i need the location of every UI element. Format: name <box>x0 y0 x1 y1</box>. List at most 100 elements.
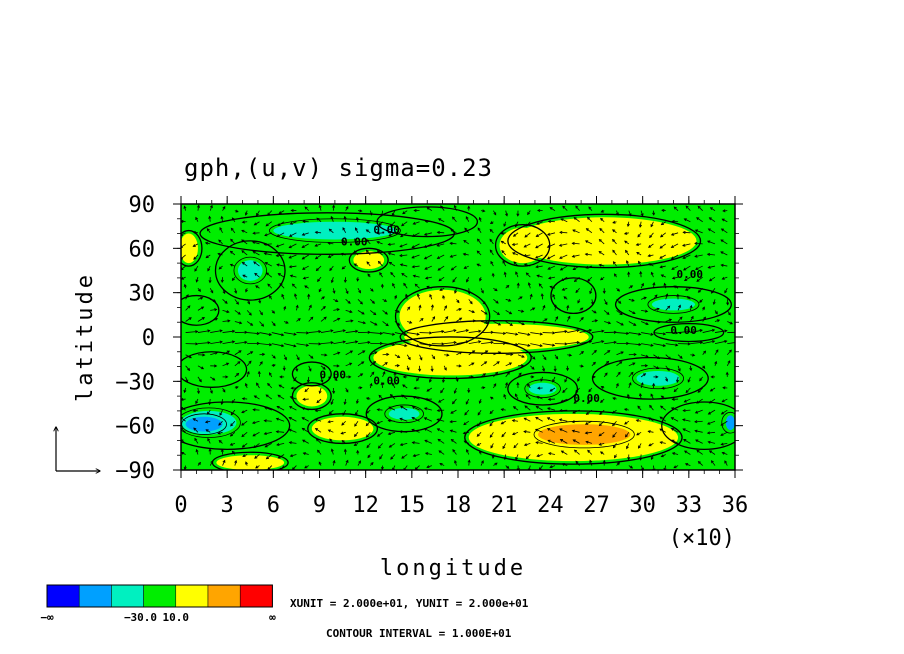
x-tick-label-3: 9 <box>313 493 326 518</box>
wind-vector-777 <box>331 277 334 283</box>
region-level-neg20-3 <box>388 407 420 420</box>
wind-vector-head-459 <box>296 357 300 361</box>
wind-vector-483 <box>591 350 597 356</box>
wind-vector-963 <box>400 232 408 238</box>
wind-vector-head-823 <box>341 266 345 270</box>
wind-vector-793 <box>526 272 531 278</box>
wind-vector-head-198 <box>399 417 403 421</box>
wind-vector-429 <box>480 361 487 367</box>
wind-vector-head-509 <box>367 340 371 344</box>
wind-vector-head-290 <box>424 397 428 401</box>
wind-vector-head-4 <box>234 459 238 464</box>
wind-vector-head-203 <box>463 422 467 426</box>
wind-vector-head-480 <box>555 356 559 360</box>
wind-vector-head-69 <box>479 450 482 454</box>
wind-vector-head-216 <box>624 421 628 425</box>
wind-vector-head-477 <box>521 354 525 358</box>
wind-vector-938 <box>648 243 654 248</box>
wind-vector-head-858 <box>217 252 221 256</box>
wind-vector-308 <box>650 393 654 400</box>
wind-vector-head-776 <box>317 278 321 282</box>
wind-vector-591 <box>259 321 264 327</box>
wind-vector-head-249 <box>477 412 481 416</box>
wind-vector-391 <box>564 376 568 383</box>
wind-vector-head-841 <box>559 267 564 271</box>
wind-vector-68 <box>466 449 470 455</box>
wind-vector-head-1048 <box>345 205 349 210</box>
wind-vector-322 <box>267 383 273 389</box>
wind-vector-head-813 <box>218 266 222 270</box>
contour-label-6: 0.00 <box>573 392 600 405</box>
wind-vector-head-162 <box>512 432 516 436</box>
wind-vector-head-398 <box>655 375 659 379</box>
wind-vector-head-830 <box>424 266 428 270</box>
wind-vector-455 <box>246 351 253 356</box>
wind-vector-733 <box>345 288 349 294</box>
wind-vector-360 <box>185 376 188 383</box>
wind-vector-head-956 <box>314 230 318 234</box>
wind-vector-704 <box>541 293 544 300</box>
wind-vector-898 <box>707 253 716 256</box>
wind-vector-head-1029 <box>660 222 664 226</box>
wind-vector-head-284 <box>355 400 359 405</box>
wind-vector-head-816 <box>253 261 257 265</box>
wind-vector-head-1065 <box>549 207 553 210</box>
wind-vector-826 <box>378 261 383 267</box>
wind-vector-head-838 <box>523 263 528 267</box>
wind-vector-head-96 <box>253 445 257 449</box>
wind-vector-65 <box>425 452 432 455</box>
contour-line-0 <box>507 213 702 269</box>
wind-vector-753 <box>589 288 593 294</box>
contour-line-16 <box>550 277 597 315</box>
wind-vector-head-606 <box>445 316 449 320</box>
x-tick-label-8: 24 <box>537 493 564 518</box>
wind-vector-head-821 <box>315 268 319 272</box>
wind-vector-head-438 <box>592 361 596 365</box>
wind-vector-head-902 <box>204 241 209 245</box>
wind-vector-763 <box>711 287 716 294</box>
wind-vector-384 <box>480 373 486 378</box>
wind-vector-head-262 <box>637 405 641 409</box>
wind-vector-head-461 <box>324 353 328 357</box>
wind-vector-644 <box>357 310 365 315</box>
wind-vector-head-905 <box>241 239 245 243</box>
wind-vector-529 <box>604 341 617 345</box>
wind-vector-head-602 <box>397 322 401 326</box>
wind-vector-934 <box>599 239 605 245</box>
wind-vector-231 <box>253 409 260 411</box>
wind-vector-head-194 <box>354 423 358 427</box>
wind-vector-918 <box>399 243 408 248</box>
wind-vector-head-179 <box>720 433 724 436</box>
wind-vector-head-927 <box>511 242 516 246</box>
wind-vector-122 <box>573 439 580 444</box>
wind-vector-365 <box>246 371 250 378</box>
wind-vector-29 <box>538 465 543 470</box>
wind-vector-32 <box>575 461 580 466</box>
wind-vector-882 <box>512 252 519 256</box>
wind-vector-462 <box>333 352 340 356</box>
wind-vector-head-265 <box>670 407 675 411</box>
wind-vector-head-1036 <box>196 204 200 208</box>
wind-vector-head-514 <box>428 343 433 347</box>
wind-vector-428 <box>468 362 475 367</box>
wind-vector-head-500 <box>256 341 261 345</box>
wind-vector-557 <box>394 332 407 336</box>
wind-vector-1072 <box>640 210 644 216</box>
wind-vector-head-157 <box>449 429 453 433</box>
wind-vector-866 <box>315 254 322 260</box>
wind-vector-head-768 <box>220 279 224 283</box>
wind-vector-head-323 <box>278 384 282 388</box>
wind-vector-head-659 <box>542 304 546 309</box>
wind-vector-head-589 <box>238 321 243 325</box>
wind-vector-head-994 <box>231 217 235 221</box>
wind-vector-head-1031 <box>683 218 687 222</box>
wind-vector-head-783 <box>401 272 405 276</box>
wind-vector-157 <box>450 430 457 433</box>
wind-vector-head-307 <box>638 392 643 397</box>
wind-vector-76 <box>561 450 568 455</box>
contour-line-24 <box>661 401 735 450</box>
wind-vector-169 <box>598 431 605 437</box>
wind-vector-head-869 <box>353 250 357 254</box>
wind-vector-head-1059 <box>482 209 486 213</box>
wind-vector-490 <box>677 354 683 359</box>
